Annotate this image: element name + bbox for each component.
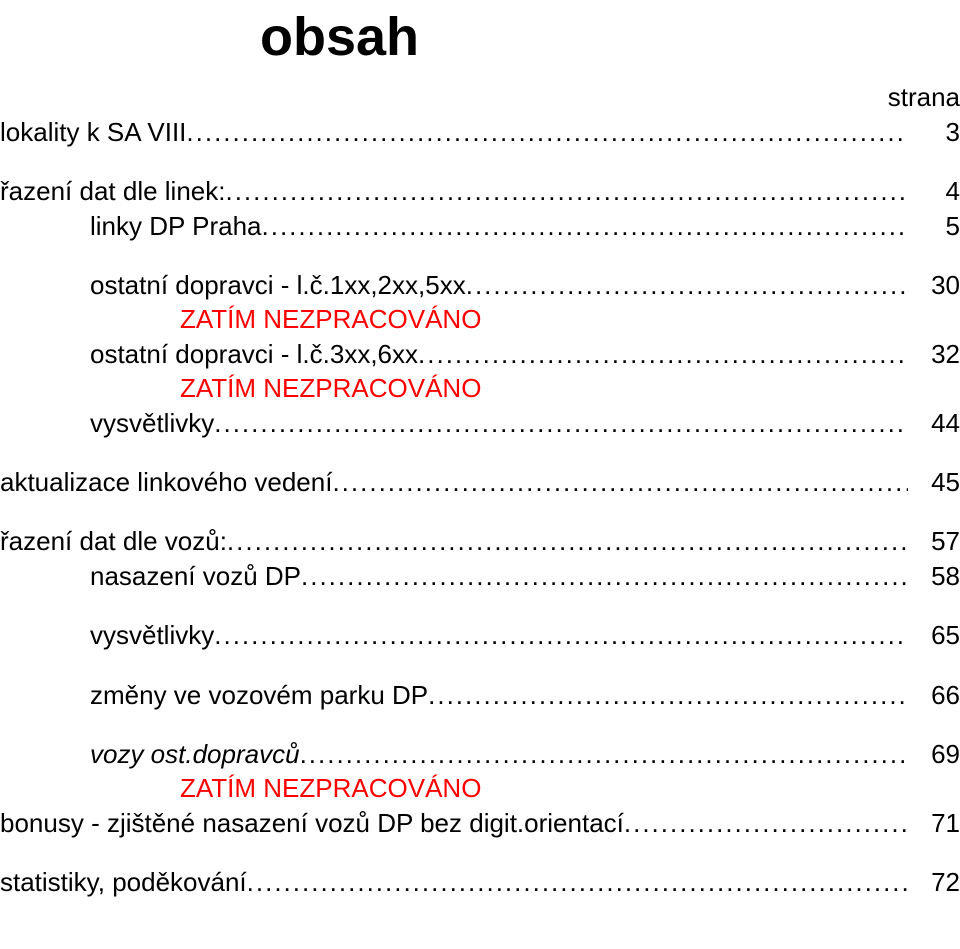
toc-label: statistiky, poděkování xyxy=(0,865,247,900)
toc-leader xyxy=(466,268,908,303)
toc-entry: vysvětlivky 65 xyxy=(0,618,960,653)
toc-label: ostatní dopravci - l.č.1xx,2xx,5xx xyxy=(90,268,466,303)
toc-label: změny ve vozovém parku DP xyxy=(90,678,428,713)
toc-page: 65 xyxy=(908,618,960,653)
toc-entry: vysvětlivky 44 xyxy=(0,406,960,441)
toc-page: 57 xyxy=(908,524,960,559)
toc-page: 32 xyxy=(908,337,960,372)
toc-note: ZATÍM NEZPRACOVÁNO xyxy=(0,372,960,406)
toc-leader xyxy=(227,524,908,559)
toc-page: 5 xyxy=(908,209,960,244)
toc-entry: linky DP Praha 5 xyxy=(0,209,960,244)
toc-page: 3 xyxy=(908,115,960,150)
toc-leader xyxy=(225,174,908,209)
strana-header: strana xyxy=(0,82,960,113)
toc-entry: řazení dat dle linek: 4 xyxy=(0,174,960,209)
toc-entry: ostatní dopravci - l.č.3xx,6xx 32 xyxy=(0,337,960,372)
toc-label: bonusy - zjištěné nasazení vozů DP bez d… xyxy=(0,806,624,841)
toc-page: 66 xyxy=(908,678,960,713)
toc-entry: statistiky, poděkování 72 xyxy=(0,865,960,900)
toc-label: nasazení vozů DP xyxy=(90,559,301,594)
toc-leader xyxy=(624,806,908,841)
toc-leader xyxy=(214,406,908,441)
toc-label: řazení dat dle vozů: xyxy=(0,524,227,559)
toc-page: 71 xyxy=(908,806,960,841)
toc-entry: bonusy - zjištěné nasazení vozů DP bez d… xyxy=(0,806,960,841)
toc-entry: řazení dat dle vozů: 57 xyxy=(0,524,960,559)
toc-leader xyxy=(247,865,908,900)
toc-page: 69 xyxy=(908,737,960,772)
toc-leader xyxy=(186,115,908,150)
toc-leader xyxy=(214,618,908,653)
toc-label: ostatní dopravci - l.č.3xx,6xx xyxy=(90,337,418,372)
toc-page: 72 xyxy=(908,865,960,900)
toc-note: ZATÍM NEZPRACOVÁNO xyxy=(0,303,960,337)
toc-page: 44 xyxy=(908,406,960,441)
toc-page: 30 xyxy=(908,268,960,303)
toc-page: 4 xyxy=(908,174,960,209)
toc-label: vysvětlivky xyxy=(90,618,214,653)
toc-label: aktualizace linkového vedení xyxy=(0,465,332,500)
toc-leader xyxy=(428,678,908,713)
toc-label: vozy ost.dopravců xyxy=(90,737,300,772)
toc-entry: aktualizace linkového vedení 45 xyxy=(0,465,960,500)
page-title: obsah xyxy=(260,6,960,68)
toc-leader xyxy=(262,209,909,244)
toc-note: ZATÍM NEZPRACOVÁNO xyxy=(0,772,960,806)
toc-leader xyxy=(418,337,908,372)
toc-leader xyxy=(301,559,908,594)
toc-label: lokality k SA VIII xyxy=(0,115,186,150)
toc-entry: nasazení vozů DP 58 xyxy=(0,559,960,594)
toc-entry: ostatní dopravci - l.č.1xx,2xx,5xx 30 xyxy=(0,268,960,303)
toc-entry: lokality k SA VIII 3 xyxy=(0,115,960,150)
toc-label: vysvětlivky xyxy=(90,406,214,441)
toc-page: 58 xyxy=(908,559,960,594)
toc-entry: změny ve vozovém parku DP 66 xyxy=(0,678,960,713)
toc-leader xyxy=(300,737,908,772)
toc-page: 45 xyxy=(908,465,960,500)
toc-label: linky DP Praha xyxy=(90,209,262,244)
toc-leader xyxy=(332,465,908,500)
toc-label: řazení dat dle linek: xyxy=(0,174,225,209)
toc-entry: vozy ost.dopravců 69 xyxy=(0,737,960,772)
